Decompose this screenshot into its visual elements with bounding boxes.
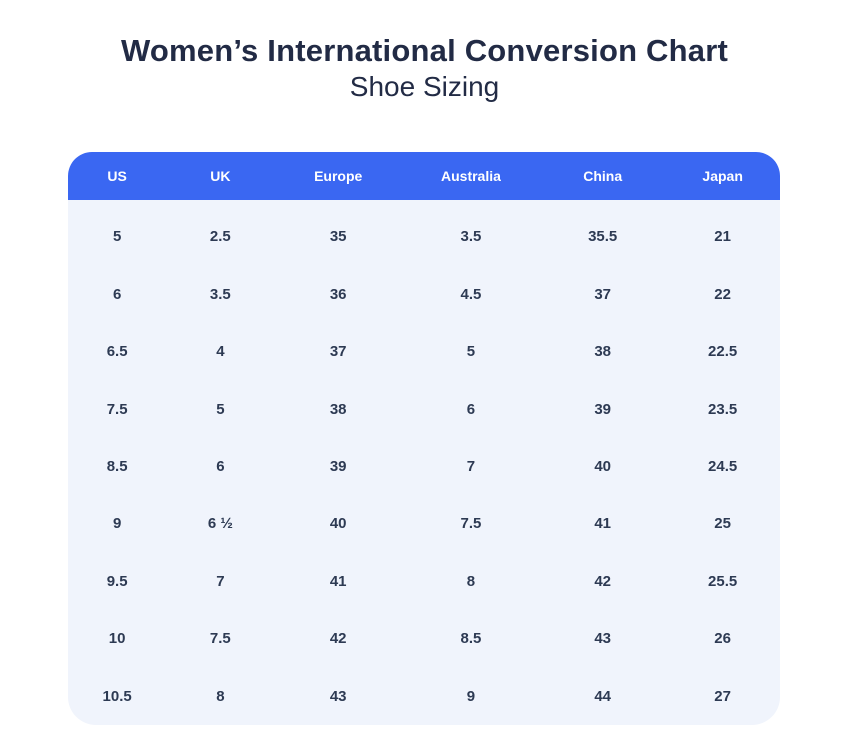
size-cell: 2.5 [209, 228, 231, 246]
size-cell: 9 [112, 515, 122, 533]
size-cell: 6 [216, 457, 225, 475]
size-cell: 41 [329, 572, 347, 590]
column-header-china: China [583, 168, 623, 184]
size-cell: 39 [594, 400, 612, 418]
size-cell: 25.5 [708, 572, 738, 590]
size-cell: 27 [714, 687, 731, 705]
size-cell: 8 [466, 572, 476, 590]
table-header-row: US UK Europe Australia China Japan [68, 152, 780, 200]
size-cell: 37 [329, 343, 347, 361]
size-cell: 22 [714, 285, 731, 303]
table-row: 10.5 8 43 9 44 27 [68, 668, 780, 725]
table-body: 5 2.5 35 3.5 35.5 21 6 3.5 36 4.5 37 22 6.5 4 37 5 38 22.… [68, 200, 780, 725]
page-subtitle: Shoe Sizing [349, 70, 500, 102]
size-cell: 5 [466, 343, 476, 361]
shoe-size-conversion-table: US UK Europe Australia China Japan 5 2.5 35 3.5 3… [68, 152, 780, 725]
column-header-japan: Japan [702, 168, 743, 184]
size-cell: 7.5 [209, 630, 231, 648]
size-cell: 4.5 [460, 285, 482, 303]
size-cell: 26 [714, 630, 731, 648]
size-cell: 37 [594, 285, 612, 303]
size-cell: 40 [329, 515, 347, 533]
column-header-us: US [107, 168, 127, 184]
column-header-australia: Australia [441, 168, 501, 184]
size-cell: 24.5 [708, 457, 738, 475]
size-cell: 23.5 [708, 400, 738, 418]
size-cell: 40 [594, 457, 612, 475]
size-cell: 41 [594, 515, 612, 533]
size-cell: 9 [466, 687, 476, 705]
size-cell: 8.5 [460, 630, 482, 648]
size-cell: 10.5 [102, 687, 132, 705]
size-cell: 3.5 [460, 228, 482, 246]
table-row: 7.5 5 38 6 39 23.5 [68, 380, 780, 437]
page-title: Women’s International Conversion Chart [120, 33, 728, 68]
size-cell: 6 [466, 400, 476, 418]
table-row: 8.5 6 39 7 40 24.5 [68, 438, 780, 495]
size-cell: 21 [714, 228, 731, 246]
size-cell: 42 [329, 630, 347, 648]
size-cell: 9.5 [106, 572, 128, 590]
size-cell: 42 [594, 572, 612, 590]
size-cell: 4 [216, 343, 225, 361]
size-cell: 25 [714, 515, 731, 533]
size-cell: 6 ½ [207, 515, 233, 533]
size-cell: 5 [112, 228, 122, 246]
size-cell: 8.5 [106, 457, 128, 475]
column-header-uk: UK [210, 168, 231, 184]
size-cell: 3.5 [209, 285, 231, 303]
table-row: 9.5 7 41 8 42 25.5 [68, 553, 780, 610]
column-header-europe: Europe [314, 168, 363, 184]
table-row: 6.5 4 37 5 38 22.5 [68, 323, 780, 380]
table-row: 10 7.5 42 8.5 43 26 [68, 610, 780, 667]
size-cell: 35.5 [588, 228, 618, 246]
size-cell: 5 [216, 400, 225, 418]
table-row: 9 6 ½ 40 7.5 41 25 [68, 495, 780, 552]
size-cell: 7 [466, 457, 476, 475]
title-block: Women’s International Conversion Chart S… [0, 0, 849, 103]
size-cell: 38 [329, 400, 347, 418]
size-cell: 44 [594, 687, 612, 705]
size-cell: 10 [108, 630, 126, 648]
size-cell: 7.5 [106, 400, 128, 418]
size-cell: 36 [329, 285, 347, 303]
size-cell: 38 [594, 343, 612, 361]
size-cell: 39 [329, 457, 347, 475]
size-cell: 6.5 [106, 343, 128, 361]
table-row: 6 3.5 36 4.5 37 22 [68, 265, 780, 322]
size-cell: 43 [594, 630, 612, 648]
size-cell: 22.5 [708, 343, 738, 361]
size-cell: 43 [329, 687, 347, 705]
size-cell: 7.5 [460, 515, 482, 533]
size-cell: 6 [112, 285, 122, 303]
size-cell: 8 [216, 687, 225, 705]
size-cell: 7 [216, 572, 225, 590]
size-cell: 35 [329, 228, 347, 246]
table-row: 5 2.5 35 3.5 35.5 21 [68, 208, 780, 265]
